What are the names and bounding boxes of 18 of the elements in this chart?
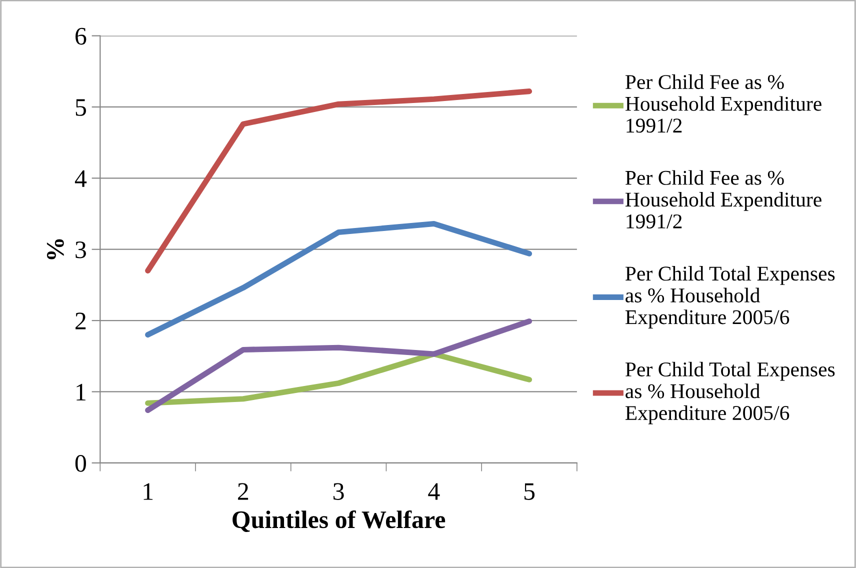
legend-label: Per Child Fee as % Household Expenditure 1991/2 (625, 74, 822, 133)
x-tick-label: 5 (524, 483, 535, 500)
x-axis-title: Quintiles of Welfare (232, 510, 446, 532)
x-tick-label: 2 (238, 483, 248, 500)
legend-label: Per Child Total Expenses as % Household Expenditure 2005/6 (625, 266, 835, 328)
y-tick-label: 0 (75, 454, 86, 472)
y-tick-label: 4 (74, 170, 87, 187)
legend-label: Per Child Fee as % Household Expenditure 1991/2 (625, 170, 822, 228)
x-tick-label: 1 (144, 483, 153, 500)
y-tick-label: 3 (76, 241, 86, 258)
y-axis-title: % (46, 239, 64, 260)
x-tick-label: 4 (428, 483, 440, 500)
legend-label: Per Child Total Expenses as % Household Expenditure 2005/6 (625, 362, 835, 424)
y-tick-label: 2 (76, 312, 86, 330)
y-tick-label: 5 (76, 99, 86, 116)
x-tick-label: 3 (333, 483, 344, 500)
y-tick-label: 6 (76, 28, 86, 45)
y-tick-label: 1 (76, 384, 86, 400)
